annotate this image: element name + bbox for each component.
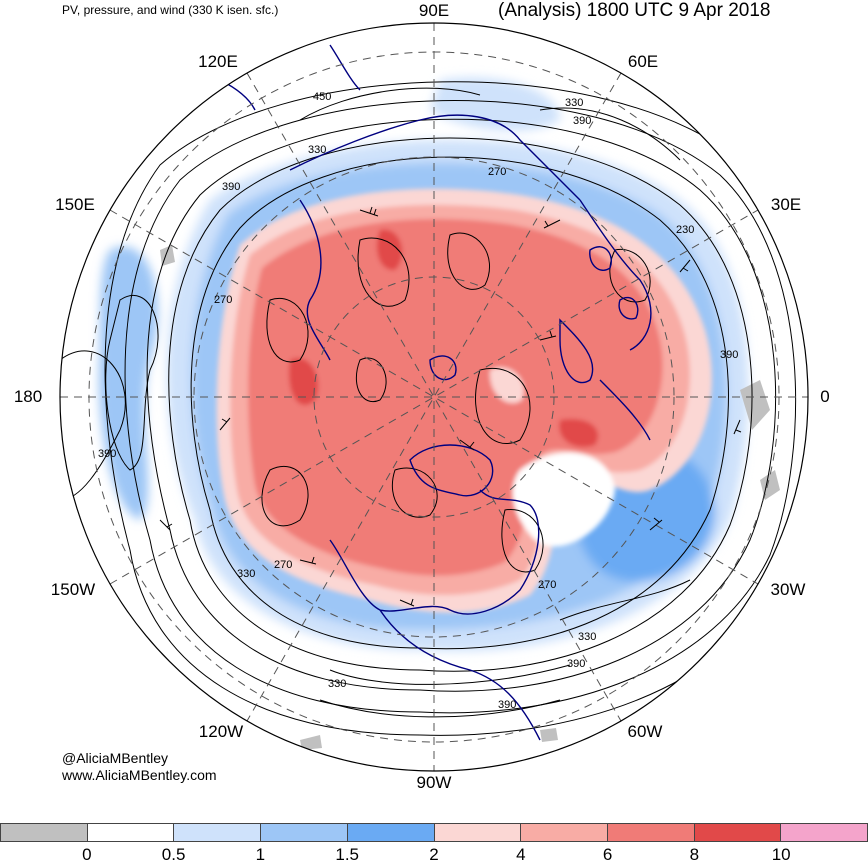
colorbar bbox=[0, 823, 868, 843]
contour-label: 390 bbox=[567, 658, 585, 670]
lon-label-60e: 60E bbox=[627, 52, 659, 71]
valid-time-title: (Analysis) 1800 UTC 9 Apr 2018 bbox=[498, 0, 771, 21]
colorbar-segment bbox=[433, 823, 521, 842]
colorbar-tick-label: 4 bbox=[516, 845, 526, 864]
colorbar-segment bbox=[780, 823, 868, 842]
colorbar-segment bbox=[346, 823, 434, 842]
colorbar-tick-label: 2 bbox=[429, 845, 439, 864]
contour-label: 270 bbox=[538, 579, 556, 591]
contour-label: 390 bbox=[720, 349, 738, 361]
lon-label-0: 0 bbox=[820, 387, 830, 406]
credit: @AliciaMBentley www.AliciaMBentley.com bbox=[62, 750, 217, 784]
lon-label-60w: 60W bbox=[627, 722, 663, 741]
lon-label-30w: 30W bbox=[770, 580, 806, 599]
contour-label: 330 bbox=[578, 631, 596, 643]
credit-handle: @AliciaMBentley bbox=[62, 750, 169, 766]
contour-label: 330 bbox=[308, 144, 326, 156]
lon-label-150w: 150W bbox=[50, 580, 96, 599]
contour-label: 270 bbox=[274, 559, 292, 571]
contour-label: 390 bbox=[222, 181, 240, 193]
colorbar-segment bbox=[693, 823, 781, 842]
colorbar-tick-label: 1.5 bbox=[335, 845, 360, 864]
colorbar-segment bbox=[173, 823, 261, 842]
lon-label-90e: 90E bbox=[418, 1, 450, 20]
colorbar-segment bbox=[260, 823, 347, 842]
contour-label: 450 bbox=[313, 91, 331, 103]
contour-labels: 450 330 390 330 390 270 230 390 270 390 … bbox=[98, 91, 738, 711]
lon-label-90w: 90W bbox=[416, 773, 452, 792]
contour-label: 270 bbox=[488, 166, 506, 178]
colorbar-tick-label: 1 bbox=[255, 845, 266, 864]
map-border bbox=[59, 22, 809, 772]
colorbar-tick-label: 0 bbox=[82, 845, 92, 864]
contour-label: 230 bbox=[676, 224, 694, 236]
contour-label: 330 bbox=[565, 97, 583, 109]
contour-label: 390 bbox=[498, 699, 516, 711]
colorbar-segment bbox=[86, 823, 174, 842]
product-title: PV, pressure, and wind (330 K isen. sfc.… bbox=[62, 3, 279, 17]
graticule bbox=[60, 23, 808, 771]
colorbar-tick-label: 0.5 bbox=[161, 845, 186, 864]
contour-label: 390 bbox=[573, 115, 591, 127]
lon-label-120w: 120W bbox=[198, 722, 244, 741]
colorbar-tick-label: 6 bbox=[602, 845, 613, 864]
contour-label: 330 bbox=[237, 568, 255, 580]
colorbar-tick-label: 8 bbox=[689, 845, 700, 864]
colorbar-segment bbox=[520, 823, 607, 842]
credit-site: www.AliciaMBentley.com bbox=[62, 767, 217, 783]
polar-map: 450 330 390 330 390 270 230 390 270 390 … bbox=[59, 22, 809, 772]
contour-label: 390 bbox=[98, 448, 116, 460]
contour-label: 330 bbox=[328, 678, 346, 690]
lon-label-180: 180 bbox=[13, 387, 43, 406]
colorbar-segment bbox=[606, 823, 694, 842]
lon-label-150e: 150E bbox=[55, 195, 95, 214]
colorbar-tick-label: 10 bbox=[771, 845, 791, 864]
lon-label-120e: 120E bbox=[198, 52, 238, 71]
colorbar-segment bbox=[0, 823, 87, 842]
wind-barbs bbox=[159, 206, 742, 607]
coastlines bbox=[219, 44, 652, 741]
lon-label-30e: 30E bbox=[770, 195, 802, 214]
contour-label: 270 bbox=[214, 294, 232, 306]
